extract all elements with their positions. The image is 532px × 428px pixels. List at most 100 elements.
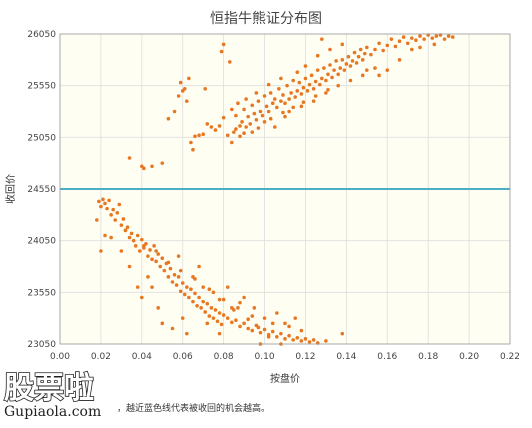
y-tick-label: 24550 [27, 185, 56, 195]
data-point [279, 76, 283, 81]
data-point [303, 76, 308, 81]
data-point [207, 287, 212, 292]
data-point [238, 324, 242, 329]
data-point [322, 66, 326, 70]
data-point [258, 109, 263, 114]
data-point [172, 272, 177, 277]
data-point [389, 37, 394, 41]
data-point [303, 337, 308, 341]
data-point [381, 48, 385, 53]
data-point [185, 285, 189, 289]
data-point [219, 322, 224, 327]
data-point [377, 73, 381, 78]
data-point [232, 130, 236, 134]
data-point [385, 68, 390, 72]
data-point [281, 110, 285, 115]
data-point [324, 91, 328, 95]
watermark-logo: 股票啦 Gupiaola.com [3, 370, 101, 420]
data-point [270, 329, 275, 334]
data-point [397, 39, 402, 44]
data-point [258, 330, 263, 335]
data-point [217, 297, 222, 302]
data-point [238, 134, 242, 139]
data-point [160, 321, 165, 326]
data-point [148, 248, 152, 252]
x-tick-label: 0.08 [214, 352, 234, 362]
data-point [166, 116, 171, 121]
data-point [142, 166, 146, 171]
data-point [119, 223, 124, 227]
data-point [146, 275, 150, 279]
data-point [266, 82, 271, 87]
data-point [217, 311, 222, 315]
data-point [197, 133, 201, 138]
caption-text: ，越近蓝色线代表被收回的机会越高。 [117, 402, 270, 414]
data-point [295, 70, 300, 75]
data-point [283, 114, 287, 119]
data-point [299, 328, 304, 333]
data-point [256, 99, 261, 103]
data-point [266, 334, 271, 339]
data-point [262, 120, 267, 124]
data-point [293, 95, 298, 99]
data-point [377, 41, 381, 46]
data-point [176, 275, 181, 279]
data-point [250, 314, 255, 318]
data-point [140, 237, 144, 242]
data-point [238, 300, 242, 305]
data-point [299, 339, 304, 343]
data-point [230, 107, 234, 112]
data-point [215, 319, 220, 324]
data-point [336, 72, 340, 77]
data-point [385, 43, 390, 48]
data-point [430, 36, 435, 40]
data-point [180, 316, 185, 320]
data-point [317, 82, 322, 87]
data-point [373, 66, 377, 70]
data-point [244, 97, 248, 101]
data-point [219, 49, 224, 54]
data-point [156, 306, 160, 310]
data-point [246, 114, 250, 119]
data-point [227, 60, 232, 64]
data-point [221, 115, 226, 120]
data-point [393, 44, 398, 49]
data-point [352, 50, 357, 55]
data-point [115, 210, 120, 215]
data-point [121, 217, 126, 221]
data-point [303, 64, 308, 68]
x-tick-label: 0.02 [91, 352, 111, 362]
data-point [225, 285, 230, 289]
data-point [160, 256, 165, 261]
data-point [313, 94, 318, 98]
data-point [252, 306, 257, 310]
data-point [135, 233, 140, 238]
data-point [311, 99, 316, 103]
data-point [358, 47, 363, 52]
data-point [272, 125, 277, 129]
data-point [232, 308, 236, 312]
data-point [187, 76, 191, 81]
data-point [197, 295, 201, 300]
data-point [109, 213, 113, 217]
data-point [217, 124, 222, 128]
data-point [295, 336, 300, 340]
data-point [360, 58, 365, 62]
data-point [324, 78, 328, 83]
x-tick-label: 0.12 [295, 352, 315, 362]
x-tick-label: 0.06 [173, 352, 193, 362]
data-point [301, 100, 306, 104]
data-point [338, 66, 343, 70]
data-point [217, 331, 222, 336]
data-point [230, 320, 234, 325]
data-point [401, 35, 406, 39]
data-point [201, 285, 205, 289]
data-point [365, 68, 369, 72]
data-point [135, 285, 140, 289]
data-point [213, 308, 218, 312]
y-tick-label: 26050 [27, 30, 56, 40]
data-point [266, 109, 271, 114]
data-point [99, 249, 103, 253]
data-point [295, 89, 300, 93]
data-point [127, 156, 132, 160]
